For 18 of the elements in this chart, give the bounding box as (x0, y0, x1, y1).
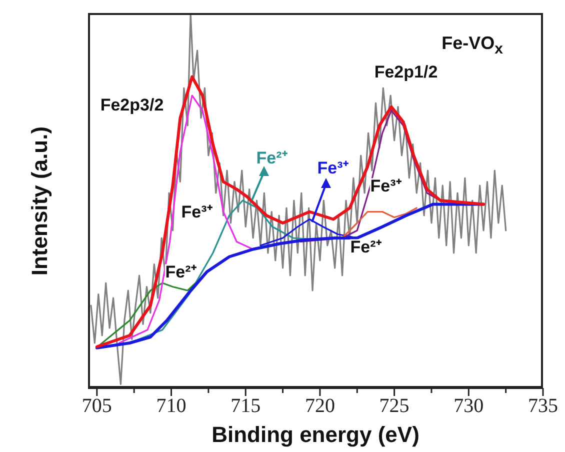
annotation: Fe2p1/2 (374, 62, 438, 82)
annotation: Fe³⁺ (317, 158, 349, 178)
x-tick-label: 715 (230, 395, 261, 417)
annotation: Fe³⁺ (181, 202, 213, 222)
x-tick-label: 730 (454, 395, 484, 417)
annotation: Fe²⁺ (165, 262, 197, 282)
x-tick-label: 735 (528, 395, 558, 417)
annotation: Fe²⁺ (350, 238, 382, 256)
y-axis-title: Intensity (a.u.) (27, 126, 53, 276)
x-tick-label: 725 (379, 395, 410, 417)
x-axis-title: Binding energy (eV) (210, 422, 420, 448)
text: Fe-VO$_{x}$ (442, 33, 503, 58)
annotation: Fe³⁺ (370, 176, 402, 196)
x-tick-label: 720 (304, 395, 335, 417)
x-tick-label: 710 (156, 395, 186, 417)
annotation: Fe²⁺ (256, 148, 288, 168)
annotation: Fe2p3/2 (100, 96, 164, 114)
x-tick-label: 705 (82, 395, 112, 417)
